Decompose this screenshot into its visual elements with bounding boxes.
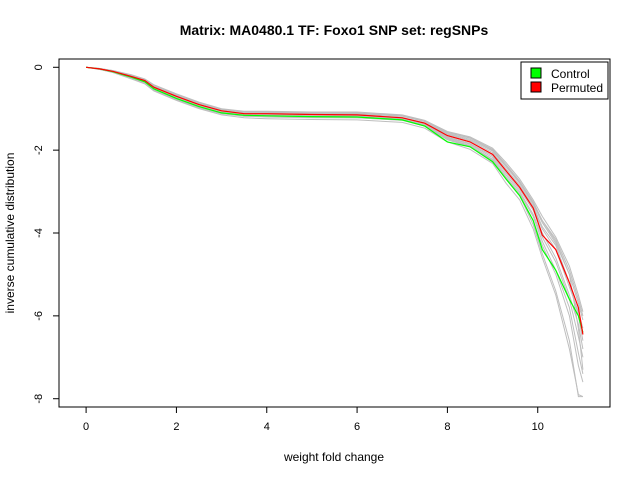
series-lines [86,66,584,335]
legend-label-permuted: Permuted [551,81,603,95]
y-tick-label: -6 [33,311,45,321]
x-axis-label: weight fold change [283,450,384,464]
legend-swatch-permuted [530,81,542,93]
x-tick-label: 4 [264,421,270,433]
background-line-3 [86,66,584,312]
chart-title: Matrix: MA0480.1 TF: Foxo1 SNP set: regS… [180,22,489,38]
y-axis-label: inverse cumulative distribution [3,153,17,314]
background-line-9 [86,66,584,350]
x-tick-label: 6 [354,421,360,433]
series-line-control [86,66,584,333]
legend-label-control: Control [551,67,590,81]
y-tick-label: -8 [33,394,45,404]
x-tick-label: 8 [444,421,450,433]
background-line-5 [86,66,584,321]
background-line-6 [86,66,584,398]
series-line-permuted [86,66,584,335]
background-line-11 [86,66,584,317]
background-line-4 [86,66,584,358]
legend-swatch-control [530,67,542,79]
x-tick-label: 10 [532,421,544,433]
y-tick-label: -2 [33,145,45,155]
x-axis: 0 2 4 6 8 10 [83,406,544,433]
x-tick-label: 0 [83,421,89,433]
plot-area [58,58,611,408]
background-line-1 [86,66,584,329]
background-line-7 [86,66,584,341]
x-tick-label: 2 [173,421,179,433]
y-tick-label: 0 [33,64,45,70]
plot-frame [58,58,611,408]
y-axis: 0 -2 -4 -6 -8 [33,64,60,404]
y-tick-label: -4 [33,228,45,238]
legend: Control Permuted [520,61,609,100]
